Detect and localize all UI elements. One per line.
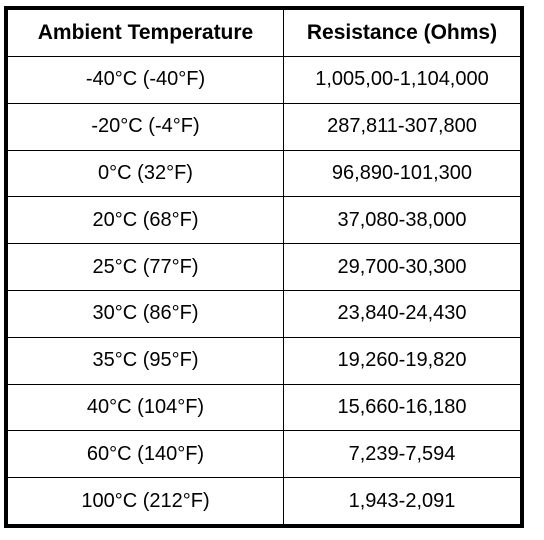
temperature-cell: -40°C (-40°F)	[7, 56, 284, 104]
temperature-cell: 35°C (95°F)	[7, 336, 284, 385]
temperature-cell: 0°C (32°F)	[7, 149, 284, 198]
resistance-cell: 1,943-2,091	[283, 477, 521, 525]
resistance-cell: 19,260-19,820	[283, 336, 521, 385]
resistance-cell: 1,005,00-1,104,000	[283, 56, 521, 104]
temperature-cell: 60°C (140°F)	[7, 430, 284, 479]
header-row: Ambient Temperature Resistance (Ohms)	[7, 9, 521, 57]
header-ambient-temperature: Ambient Temperature	[7, 9, 284, 57]
resistance-table-container: Ambient Temperature Resistance (Ohms) -4…	[4, 6, 524, 528]
table-row: 60°C (140°F) 7,239-7,594	[7, 430, 521, 479]
temperature-cell: 20°C (68°F)	[7, 196, 284, 245]
resistance-cell: 37,080-38,000	[283, 196, 521, 245]
resistance-cell: 15,660-16,180	[283, 383, 521, 432]
header-resistance: Resistance (Ohms)	[283, 9, 521, 57]
table-row: 25°C (77°F) 29,700-30,300	[7, 243, 521, 291]
temperature-cell: 100°C (212°F)	[7, 477, 284, 525]
table-row: 0°C (32°F) 96,890-101,300	[7, 149, 521, 198]
table-row: 30°C (86°F) 23,840-24,430	[7, 289, 521, 338]
resistance-table: Ambient Temperature Resistance (Ohms) -4…	[7, 9, 521, 525]
temperature-cell: 40°C (104°F)	[7, 383, 284, 432]
table-row: 20°C (68°F) 37,080-38,000	[7, 196, 521, 245]
temperature-cell: -20°C (-4°F)	[7, 102, 284, 151]
temperature-cell: 25°C (77°F)	[7, 243, 284, 291]
resistance-cell: 29,700-30,300	[283, 243, 521, 291]
table-row: 40°C (104°F) 15,660-16,180	[7, 383, 521, 432]
table-row: 35°C (95°F) 19,260-19,820	[7, 336, 521, 385]
resistance-cell: 7,239-7,594	[283, 430, 521, 479]
table-row: -20°C (-4°F) 287,811-307,800	[7, 102, 521, 151]
resistance-cell: 287,811-307,800	[283, 102, 521, 151]
resistance-cell: 96,890-101,300	[283, 149, 521, 198]
table-row: -40°C (-40°F) 1,005,00-1,104,000	[7, 56, 521, 104]
temperature-cell: 30°C (86°F)	[7, 289, 284, 338]
resistance-cell: 23,840-24,430	[283, 289, 521, 338]
table-row: 100°C (212°F) 1,943-2,091	[7, 477, 521, 525]
